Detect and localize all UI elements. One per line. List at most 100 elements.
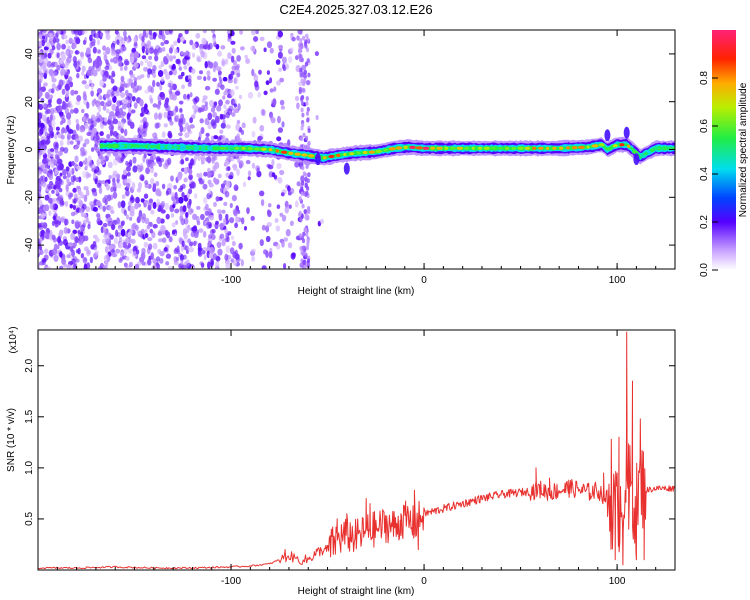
noise-speck: [165, 97, 170, 103]
noise-speck: [298, 196, 302, 202]
noise-speck: [183, 177, 189, 183]
noise-speck: [270, 117, 276, 124]
noise-speck: [206, 156, 212, 164]
noise-speck: [215, 220, 219, 225]
noise-speck: [98, 106, 102, 113]
noise-speck: [233, 165, 238, 171]
noise-speck: [44, 110, 49, 115]
noise-speck: [198, 228, 204, 233]
noise-speck: [57, 240, 64, 246]
noise-speck: [215, 261, 220, 269]
noise-speck: [134, 224, 139, 231]
noise-speck: [110, 186, 114, 193]
noise-speck: [250, 30, 257, 36]
noise-speck: [104, 117, 108, 122]
noise-speck: [231, 194, 237, 202]
ridge-distortion: [343, 162, 350, 175]
noise-speck: [154, 122, 160, 129]
noise-speck: [298, 46, 302, 51]
noise-speck: [127, 92, 133, 100]
noise-speck: [46, 266, 51, 269]
ridge-peak: [517, 146, 524, 150]
noise-speck: [41, 229, 45, 235]
noise-speck: [232, 107, 238, 114]
x-tick-label: -100: [221, 576, 241, 587]
noise-speck: [259, 36, 265, 42]
ridge-peak: [362, 150, 368, 155]
noise-speck: [77, 196, 82, 204]
noise-speck: [38, 140, 42, 148]
noise-speck: [104, 70, 109, 78]
noise-speck: [150, 177, 155, 185]
noise-speck: [250, 45, 255, 52]
noise-speck: [170, 213, 175, 218]
noise-speck: [211, 121, 217, 129]
noise-speck: [275, 59, 281, 65]
noise-speck: [294, 95, 300, 102]
noise-speck: [124, 128, 128, 137]
noise-speck: [193, 193, 198, 199]
noise-speck: [84, 157, 88, 165]
noise-speck: [170, 192, 176, 197]
noise-speck: [124, 65, 128, 71]
snr-ylabel: SNR (10 * v/v): [6, 408, 17, 472]
noise-speck: [294, 200, 299, 208]
noise-speck: [163, 162, 169, 170]
noise-speck: [96, 39, 101, 46]
noise-speck: [48, 168, 53, 174]
noise-speck: [126, 100, 131, 108]
noise-speck: [200, 213, 205, 221]
noise-speck: [69, 140, 74, 145]
noise-speck: [164, 202, 170, 210]
noise-speck: [68, 37, 74, 43]
noise-speck: [165, 261, 170, 266]
noise-speck: [160, 209, 166, 214]
noise-speck: [41, 103, 47, 107]
noise-speck: [84, 84, 90, 90]
noise-speck: [194, 96, 200, 103]
noise-speck: [107, 161, 113, 169]
noise-speck: [284, 206, 289, 214]
noise-speck: [46, 60, 52, 68]
noise-speck: [303, 78, 307, 84]
noise-speck: [85, 189, 90, 197]
noise-speck: [96, 112, 101, 118]
snr-plot-area: [38, 331, 675, 570]
noise-speck: [116, 182, 122, 189]
noise-speck: [203, 254, 207, 261]
noise-speck: [197, 177, 202, 182]
noise-speck: [156, 216, 162, 224]
noise-speck: [144, 233, 149, 238]
noise-speck: [225, 124, 231, 129]
noise-speck: [268, 251, 273, 259]
noise-speck: [115, 229, 119, 237]
noise-speck: [127, 243, 132, 248]
noise-speck: [298, 53, 302, 59]
noise-speck: [55, 126, 60, 131]
noise-speck: [152, 133, 156, 138]
noise-speck: [121, 37, 126, 45]
noise-speck: [157, 47, 163, 54]
noise-speck: [160, 76, 165, 82]
noise-speck: [56, 42, 61, 51]
noise-speck: [70, 211, 76, 217]
ridge-peak: [261, 147, 267, 151]
noise-speck: [105, 59, 109, 64]
noise-speck: [38, 238, 41, 246]
noise-speck: [121, 174, 126, 180]
noise-speck: [83, 194, 88, 202]
noise-speck: [60, 134, 65, 140]
ridge-peak: [375, 149, 383, 153]
noise-speck: [185, 211, 189, 219]
noise-speck: [148, 55, 153, 60]
ridge-peak: [395, 146, 403, 150]
noise-speck: [61, 88, 66, 95]
noise-speck: [225, 262, 231, 269]
noise-speck: [302, 88, 306, 93]
noise-speck: [61, 258, 67, 265]
noise-speck: [300, 107, 304, 113]
noise-speck: [147, 243, 153, 250]
noise-speck: [42, 35, 46, 40]
noise-speck: [314, 51, 319, 57]
noise-speck: [137, 214, 143, 220]
